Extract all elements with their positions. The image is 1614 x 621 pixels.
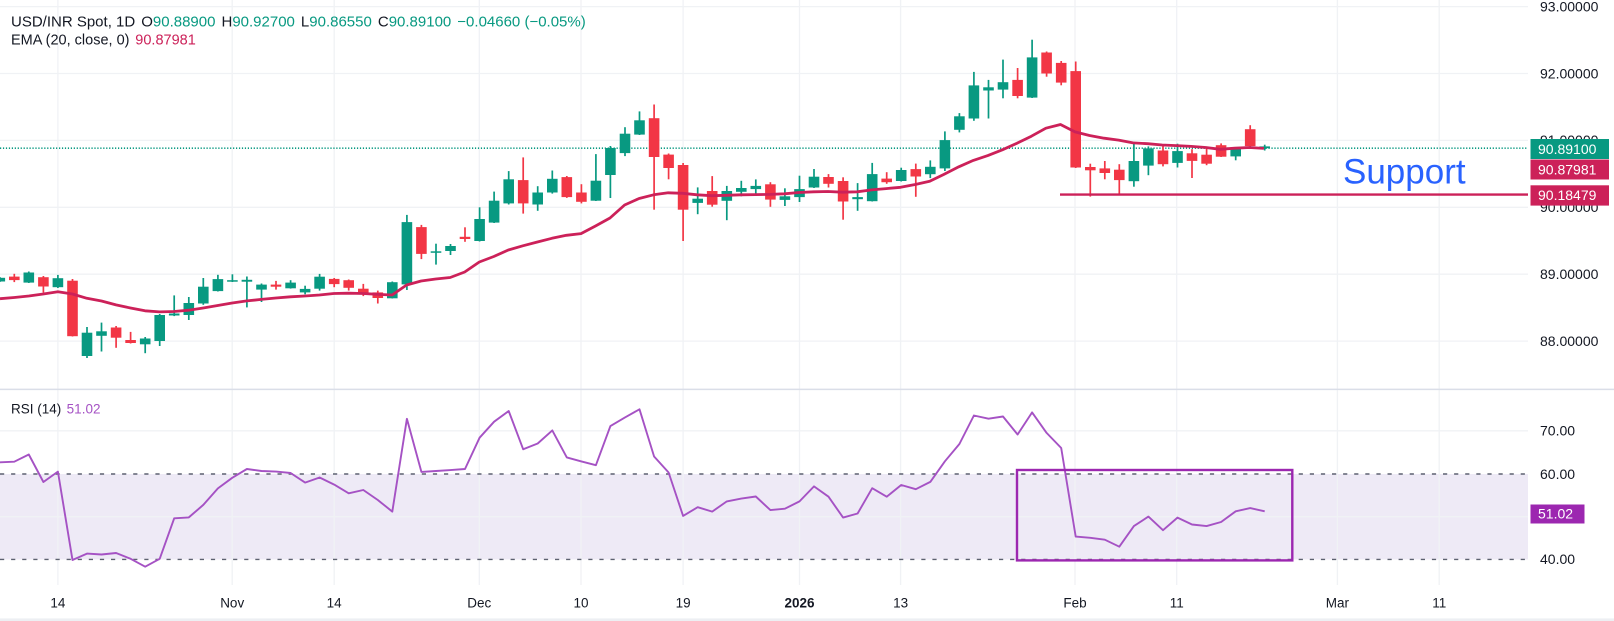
svg-text:14: 14 — [50, 596, 66, 611]
svg-text:EMA (20, close, 0) 90.87981: EMA (20, close, 0) 90.87981 — [11, 33, 196, 49]
svg-text:13: 13 — [893, 596, 908, 611]
svg-text:93.00000: 93.00000 — [1540, 0, 1599, 14]
svg-text:2026: 2026 — [784, 596, 815, 611]
svg-text:11: 11 — [1432, 596, 1446, 611]
svg-text:Mar: Mar — [1326, 596, 1350, 611]
svg-text:Support: Support — [1343, 153, 1466, 192]
svg-text:Dec: Dec — [467, 596, 491, 611]
svg-text:92.00000: 92.00000 — [1540, 65, 1599, 81]
svg-text:90.89100: 90.89100 — [1538, 141, 1597, 157]
svg-text:RSI (14) 51.02: RSI (14) 51.02 — [11, 402, 100, 417]
svg-text:40.00: 40.00 — [1540, 551, 1575, 567]
svg-text:60.00: 60.00 — [1540, 466, 1575, 482]
svg-text:USD/INR Spot, 1D O90.88900 H: USD/INR Spot, 1D O90.88900 H90.92700 L90… — [11, 14, 586, 31]
svg-text:Feb: Feb — [1063, 596, 1086, 611]
svg-text:90.87981: 90.87981 — [1538, 161, 1597, 177]
svg-text:19: 19 — [676, 596, 691, 611]
svg-text:88.00000: 88.00000 — [1540, 333, 1599, 349]
svg-text:70.00: 70.00 — [1540, 423, 1575, 439]
svg-text:89.00000: 89.00000 — [1540, 266, 1599, 282]
svg-text:10: 10 — [573, 596, 588, 611]
svg-text:90.18479: 90.18479 — [1538, 187, 1597, 203]
svg-text:11: 11 — [1170, 596, 1184, 611]
svg-text:51.02: 51.02 — [1538, 505, 1573, 521]
svg-text:Nov: Nov — [220, 596, 244, 611]
svg-text:14: 14 — [327, 596, 343, 611]
